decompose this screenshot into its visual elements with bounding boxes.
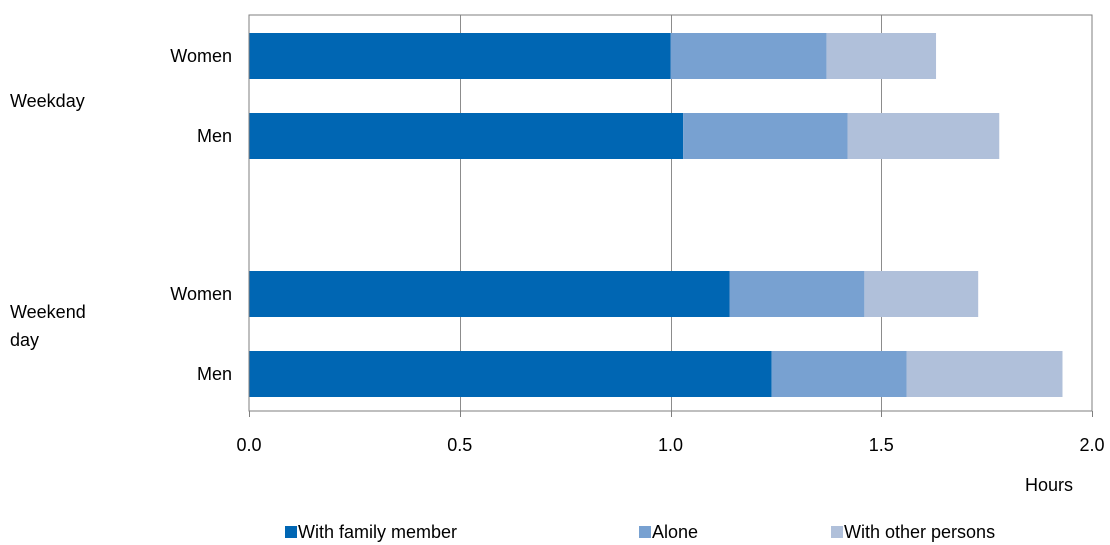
x-tick-label: 1.5	[869, 435, 894, 455]
axes	[248, 14, 1093, 417]
legend: With family member Alone With other person…	[285, 522, 995, 542]
plot-frame	[248, 14, 1093, 412]
bar-segment	[864, 271, 979, 317]
legend-swatch	[831, 526, 843, 538]
group-label: day	[10, 330, 39, 350]
category-label: Men	[197, 364, 232, 384]
bar-segment	[249, 33, 671, 79]
bar-segment	[771, 351, 907, 397]
grid	[460, 15, 882, 411]
bar-segment	[670, 33, 827, 79]
legend-label: With family member	[298, 522, 457, 542]
category-label: Women	[170, 284, 232, 304]
x-axis-title: Hours	[1025, 475, 1073, 495]
bar-segment	[729, 271, 865, 317]
bar-segment	[683, 113, 848, 159]
labels: 0.0 0.5 1.0 1.5 2.0 Hours Women Men Women Men Week…	[10, 46, 1105, 495]
legend-label: Alone	[652, 522, 698, 542]
x-tick-label: 1.0	[658, 435, 683, 455]
legend-swatch	[639, 526, 651, 538]
bar-segment	[906, 351, 1063, 397]
legend-swatch	[285, 526, 297, 538]
bar-segment	[249, 113, 684, 159]
group-label: Weekend	[10, 302, 86, 322]
category-label: Women	[170, 46, 232, 66]
bar-segment	[826, 33, 937, 79]
x-tick-label: 0.5	[447, 435, 472, 455]
legend-label: With other persons	[844, 522, 995, 542]
category-label: Men	[197, 126, 232, 146]
bar-segment	[249, 351, 772, 397]
bar-segment	[847, 113, 1000, 159]
group-label: Weekday	[10, 91, 85, 111]
x-tick-label: 2.0	[1079, 435, 1104, 455]
bar-segment	[249, 271, 730, 317]
x-tick-label: 0.0	[236, 435, 261, 455]
bars	[249, 33, 1063, 397]
